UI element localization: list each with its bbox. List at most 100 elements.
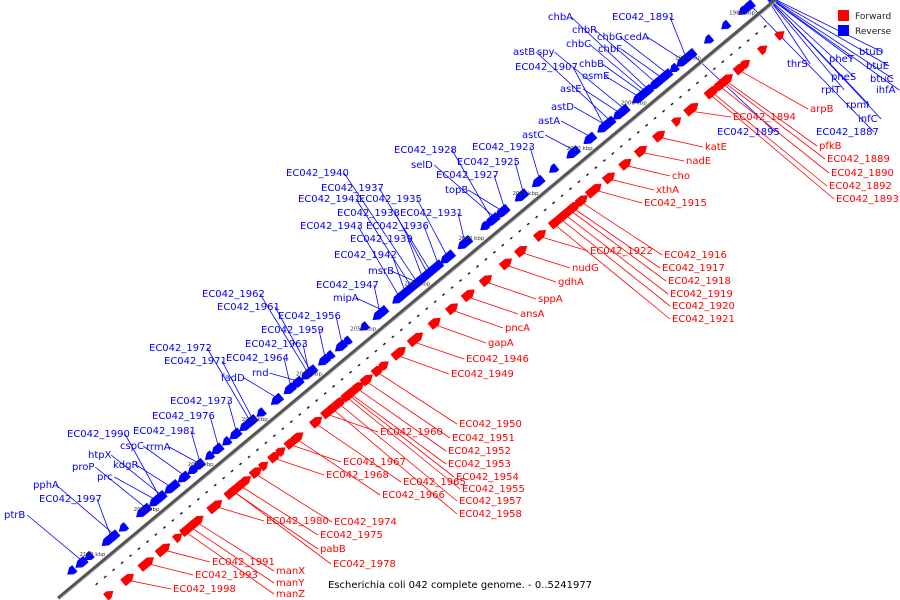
legend-forward-swatch [838,10,849,21]
gene-label-ec042-1937: EC042_1937 [321,183,384,194]
backbone-line [57,0,776,600]
minor-tick [408,321,412,325]
gene-feature-ec042-1974 [248,467,262,480]
leader-line [709,93,835,200]
gene-label-asta: astA [538,116,560,127]
gene-label-pabb: pabB [320,544,346,555]
gene-label-ec042-1907: EC042_1907 [515,62,578,73]
leader-line [96,498,112,538]
gene-label-many: manY [276,578,305,589]
leader-line [718,85,830,174]
minor-tick [289,420,293,424]
leader-line [209,415,220,449]
leader-line [162,549,211,563]
minor-tick [238,462,243,466]
minor-tick [315,398,319,402]
gene-label-topb: topB [445,185,468,196]
leader-line [283,357,292,389]
gene-feature-unlabeled-fwd-32 [653,131,665,142]
leader-line [484,281,537,300]
minor-tick [695,81,699,85]
gene-label-ec042-1941: EC042_1941 [298,194,361,205]
gene-feature-unlabeled-rev-26 [514,191,526,202]
gene-feature-unlabeled-fwd-10 [275,447,286,458]
tick-label: 2010 kbp [567,146,593,152]
gene-feature-unlabeled-fwd-39 [774,31,785,41]
minor-tick [636,130,640,134]
leader-line [412,341,465,360]
leader-line [94,466,147,509]
leader-line [394,212,429,275]
leader-line [572,66,605,127]
minor-tick [348,370,353,374]
leader-line [110,454,163,496]
gene-feature-unlabeled-rev-2 [101,536,113,547]
minor-tick [416,314,420,318]
gene-feature-unlabeled-fwd-4 [171,533,183,544]
gene-feature-unlabeled-rev-3 [118,521,130,532]
gene-label-gapa: gapA [488,338,514,349]
leader-line [466,296,519,315]
leader-line [195,521,275,572]
gene-feature-unlabeled-rev-17 [359,321,371,331]
gene-feature-unlabeled-fwd-29 [602,174,613,185]
gene-label-ec042-1967: EC042_1967 [343,457,406,468]
gene-label-spy: spy [537,47,555,58]
gene-label-ansa: ansA [520,309,545,320]
gene-label-kdgr: kdgR [113,460,138,471]
minor-tick [298,413,302,417]
leader-line [289,443,342,463]
gene-label-chba: chbA [548,12,573,23]
gene-label-ec042-1917: EC042_1917 [662,263,725,274]
gene-label-ec042-1925: EC042_1925 [457,157,520,168]
gene-label-mipa: mipA [333,293,359,304]
minor-tick [391,335,395,339]
minor-tick [306,406,310,409]
leader-line [623,164,671,177]
gene-label-seld: selD [411,160,433,171]
tick-label: 2060 kbp [296,372,322,378]
minor-tick [365,356,370,360]
gene-features [67,0,785,600]
gene-label-prc: prc [97,472,113,483]
leader-line [356,297,384,312]
tick-label: 1990 kbp [675,56,701,62]
gene-feature-unlabeled-fwd-33 [670,117,682,127]
tick-label: 2020 kbp [513,191,539,197]
tick-label: 2050 kbp [350,326,376,332]
tick-label: 2040 kbp [404,281,430,287]
gene-label-manx: manX [276,566,305,577]
gene-feature-unlabeled-fwd-38 [756,45,768,56]
leader-line [559,218,671,307]
leader-line [239,485,319,536]
leader-line [594,189,643,204]
leader-line [582,88,621,114]
gene-label-ec042-1887: EC042_1887 [816,127,879,138]
gene-label-ec042-1923: EC042_1923 [472,142,535,153]
legend-reverse-swatch [838,25,849,36]
gene-label-sppa: sppA [538,294,563,305]
gene-label-kate: katE [705,142,727,153]
minor-tick [188,504,192,508]
leader-line [142,445,186,477]
minor-tick [585,173,589,177]
leader-line [711,91,828,187]
leader-line [190,430,201,464]
leader-line [124,433,161,498]
gene-feature-unlabeled-fwd-0 [102,590,114,600]
leader-line [355,198,413,288]
minor-tick [382,342,386,346]
leader-line [553,223,671,320]
leader-line [594,29,657,84]
gene-feature-unlabeled-rev-1 [84,550,95,561]
minor-tick [543,208,547,212]
gene-label-astb: astB [513,47,535,58]
gene-feature-unlabeled-rev-36 [686,48,698,59]
leader-line [135,464,173,488]
gene-label-ec042-1939: EC042_1939 [350,234,413,245]
minor-tick [763,25,767,28]
genome-backbone [57,0,777,600]
leader-line [604,75,640,98]
